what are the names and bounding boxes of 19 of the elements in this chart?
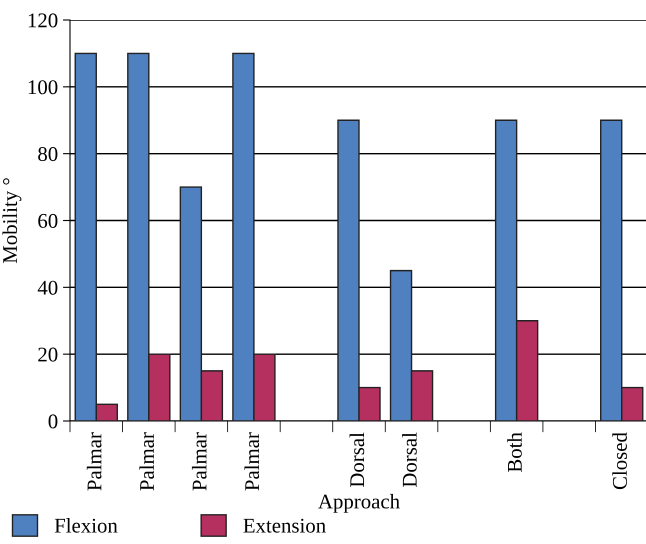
legend-label: Flexion (54, 518, 118, 533)
y-axis-title: Mobility ° (2, 178, 22, 264)
x-tick-label: Dorsal (350, 432, 364, 488)
x-tick-label: Palmar (244, 432, 260, 491)
y-tick-label: 100 (28, 80, 58, 94)
y-tick-label: 0 (48, 414, 58, 428)
x-axis-title: Approach (318, 494, 400, 513)
y-tick-label: 20 (38, 348, 58, 362)
y-tick-label: 60 (38, 214, 58, 228)
x-tick-label: Closed (612, 432, 627, 490)
y-tick-label: 120 (28, 13, 58, 28)
x-tick-label: Both (507, 432, 522, 472)
y-tick-label: 80 (38, 147, 58, 162)
x-tick-label: Dorsal (402, 432, 417, 488)
legend-label: Extension (243, 518, 326, 533)
y-tick-label: 40 (38, 280, 58, 295)
x-tick-label: Palmar (139, 432, 154, 491)
x-tick-label: Palmar (86, 432, 102, 491)
x-tick-label: Palmar (192, 432, 207, 491)
